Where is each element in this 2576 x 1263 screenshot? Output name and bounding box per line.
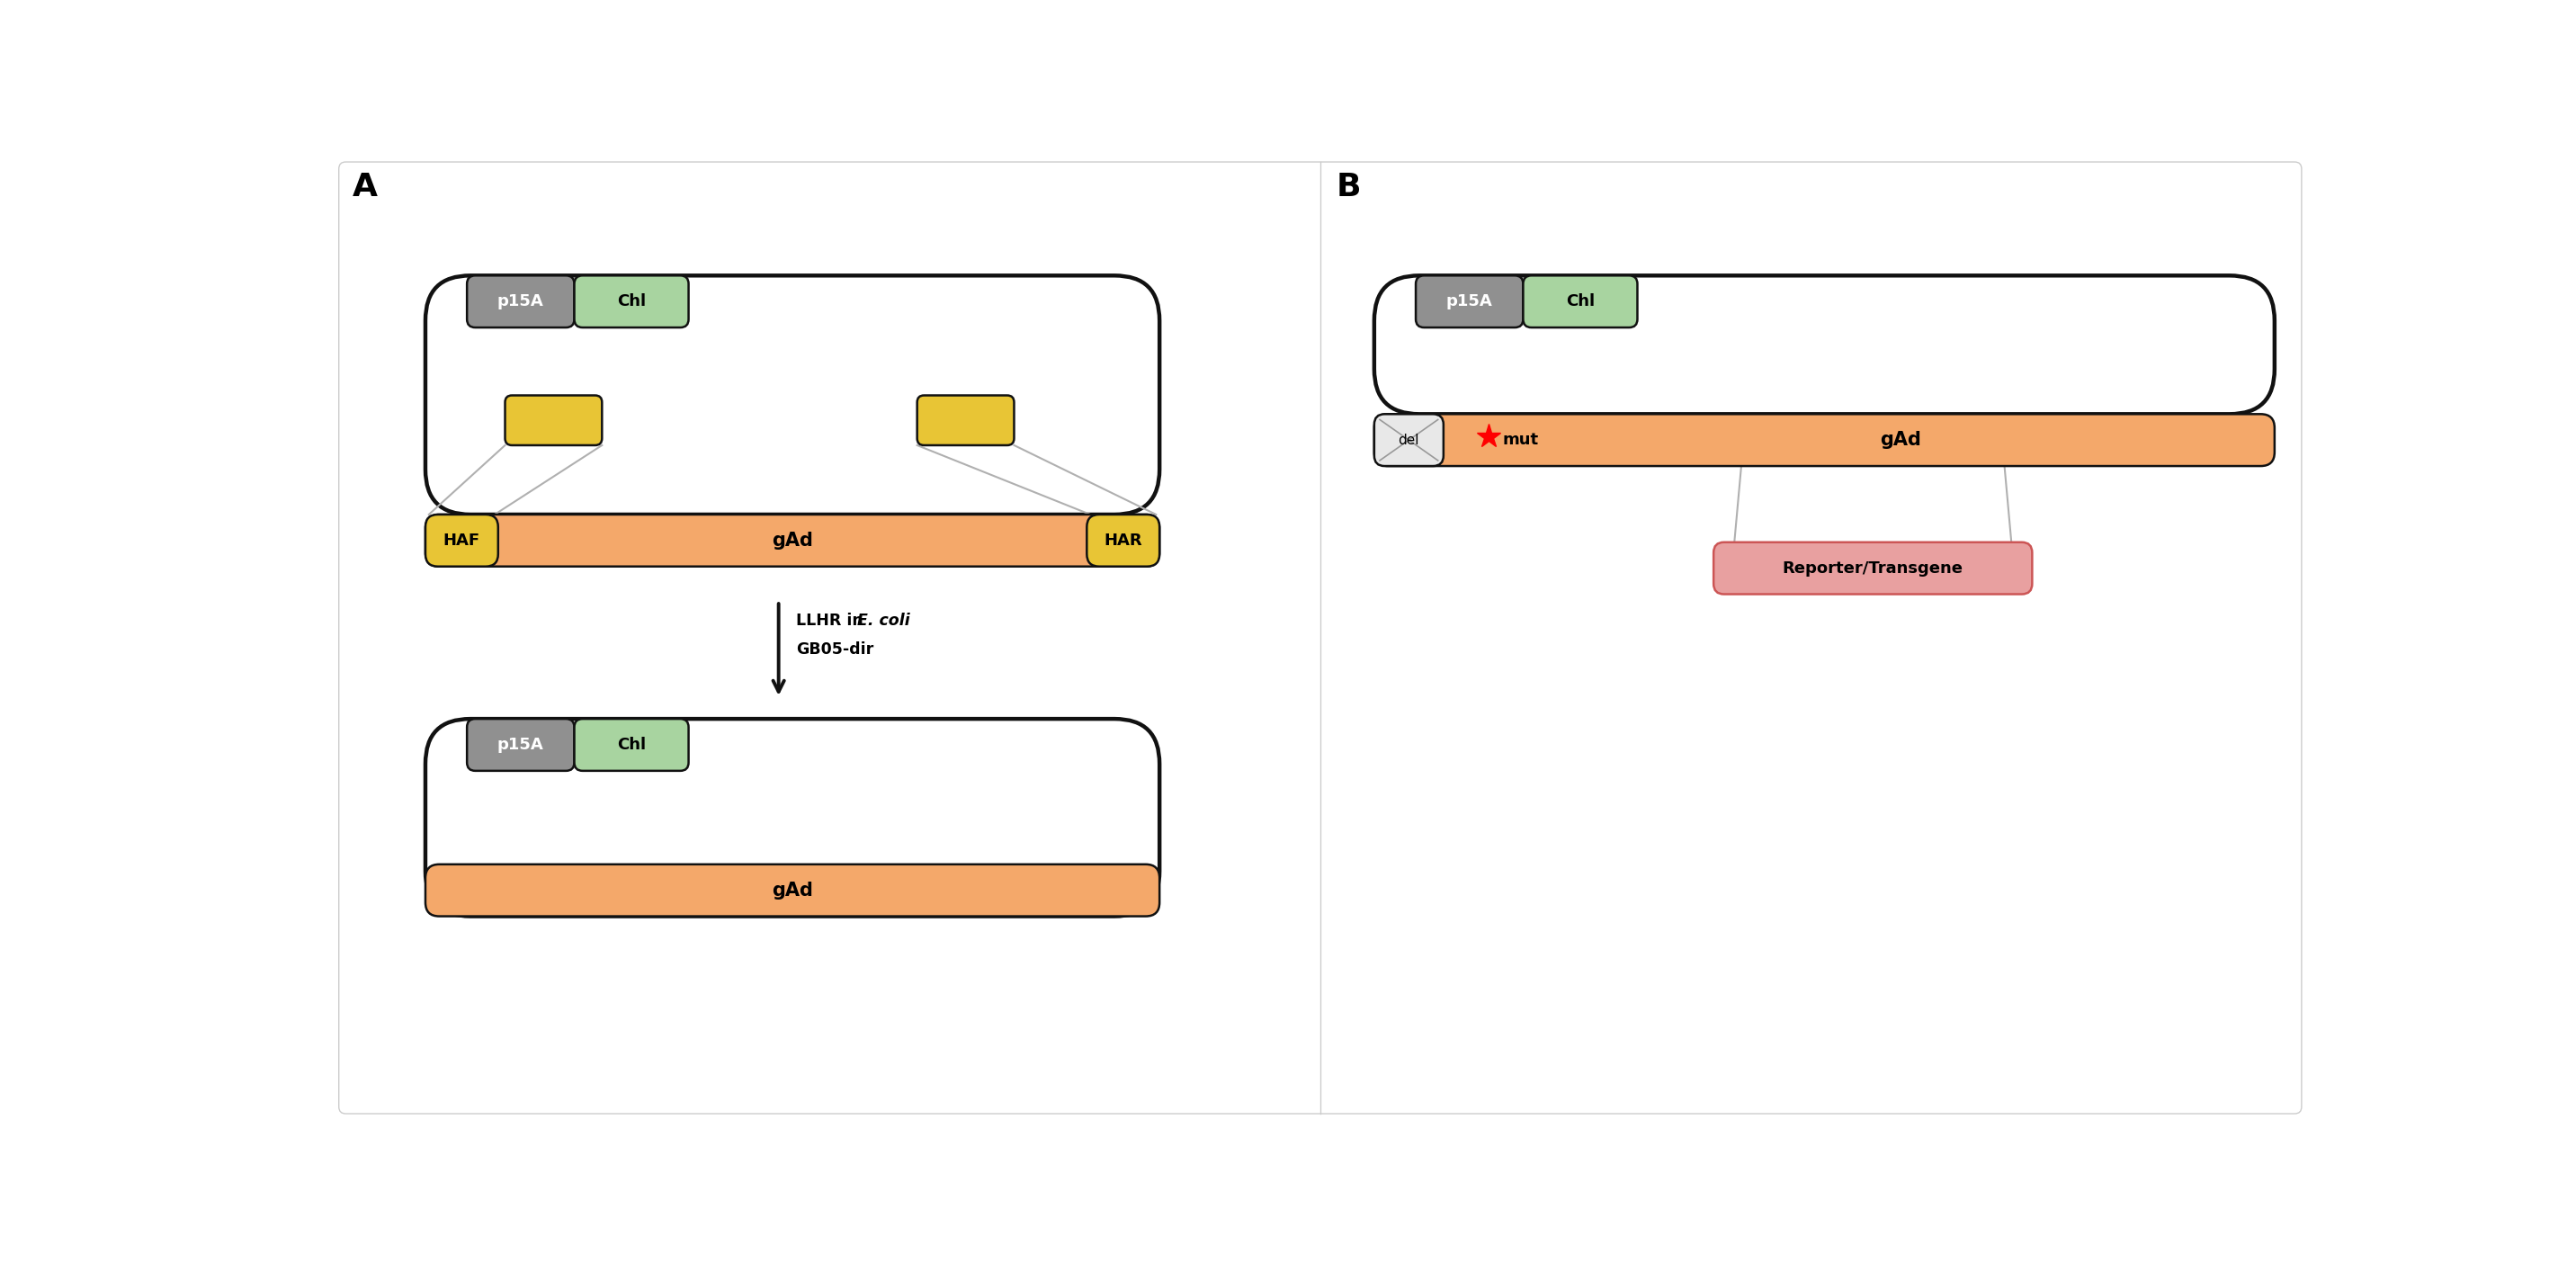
- FancyBboxPatch shape: [425, 514, 1159, 567]
- FancyBboxPatch shape: [1087, 514, 1159, 567]
- Text: mut: mut: [1502, 432, 1538, 448]
- FancyBboxPatch shape: [574, 719, 688, 770]
- Text: HAF: HAF: [443, 533, 479, 548]
- Text: E. coli: E. coli: [858, 613, 909, 629]
- Text: Reporter/Transgene: Reporter/Transgene: [1783, 560, 1963, 576]
- FancyBboxPatch shape: [466, 719, 574, 770]
- FancyBboxPatch shape: [425, 514, 497, 567]
- FancyBboxPatch shape: [1373, 414, 2275, 466]
- FancyBboxPatch shape: [574, 275, 688, 327]
- FancyBboxPatch shape: [425, 864, 1159, 916]
- Text: Chl: Chl: [618, 293, 647, 309]
- Text: GB05-dir: GB05-dir: [796, 642, 873, 658]
- Text: A: A: [353, 172, 379, 202]
- Text: gAd: gAd: [773, 532, 814, 549]
- FancyBboxPatch shape: [1522, 275, 1638, 327]
- FancyBboxPatch shape: [1373, 414, 1443, 466]
- FancyBboxPatch shape: [1417, 275, 1522, 327]
- Text: del: del: [1399, 433, 1419, 447]
- Text: Chl: Chl: [1566, 293, 1595, 309]
- FancyBboxPatch shape: [917, 395, 1015, 446]
- Text: p15A: p15A: [497, 736, 544, 753]
- Text: Chl: Chl: [618, 736, 647, 753]
- Text: B: B: [1337, 172, 1360, 202]
- Text: gAd: gAd: [773, 882, 814, 899]
- FancyBboxPatch shape: [466, 275, 574, 327]
- FancyBboxPatch shape: [505, 395, 603, 446]
- Text: HAR: HAR: [1105, 533, 1141, 548]
- Text: gAd: gAd: [1880, 431, 1922, 450]
- FancyBboxPatch shape: [1713, 542, 2032, 594]
- Text: p15A: p15A: [497, 293, 544, 309]
- Text: LLHR in: LLHR in: [796, 613, 868, 629]
- Text: p15A: p15A: [1445, 293, 1492, 309]
